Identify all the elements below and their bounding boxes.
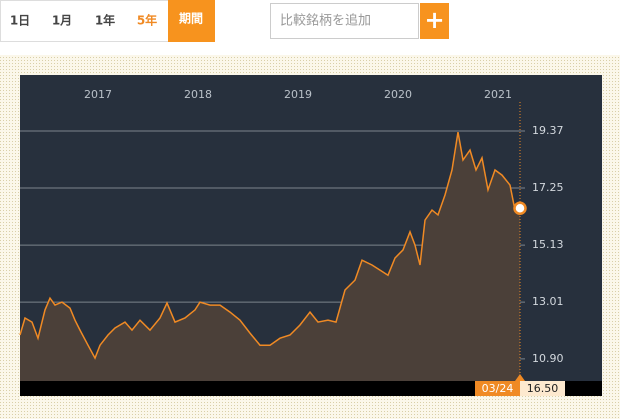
- y-tick-label: 15.13: [532, 238, 564, 251]
- period-button[interactable]: 期間: [179, 11, 203, 26]
- price-line: [19, 131, 521, 360]
- compare-placeholder: 比較銘柄を追加: [280, 13, 371, 29]
- area: [20, 132, 520, 381]
- period-button[interactable]: 1日: [10, 14, 30, 28]
- x-tick-label: 2017: [84, 88, 112, 101]
- add-button[interactable]: [420, 3, 449, 39]
- period-button-active[interactable]: 5年: [137, 13, 157, 28]
- period-button[interactable]: 1月: [52, 14, 72, 28]
- x-tick-label: 2019: [284, 88, 312, 101]
- period-custom-bg[interactable]: [168, 0, 215, 42]
- time-strip: [20, 381, 602, 396]
- current-point: [513, 201, 527, 215]
- value-box: [520, 381, 565, 396]
- y-tick-label: 10.90: [532, 352, 564, 365]
- y-tick-label: 19.37: [532, 124, 564, 137]
- current-date: 03/24: [482, 382, 514, 395]
- add-button-label: +: [424, 6, 444, 34]
- current-value: 16.50: [527, 382, 559, 395]
- x-tick-label: 2021: [484, 88, 512, 101]
- cursor-arrow: [515, 374, 525, 381]
- y-tick-label: 17.25: [532, 181, 564, 194]
- y-tick-label: 13.01: [532, 295, 564, 308]
- period-button[interactable]: 1年: [95, 13, 115, 28]
- x-tick-label: 2018: [184, 88, 212, 101]
- compare-input[interactable]: [270, 3, 419, 39]
- date-box: [475, 381, 520, 396]
- x-tick-label: 2020: [384, 88, 412, 101]
